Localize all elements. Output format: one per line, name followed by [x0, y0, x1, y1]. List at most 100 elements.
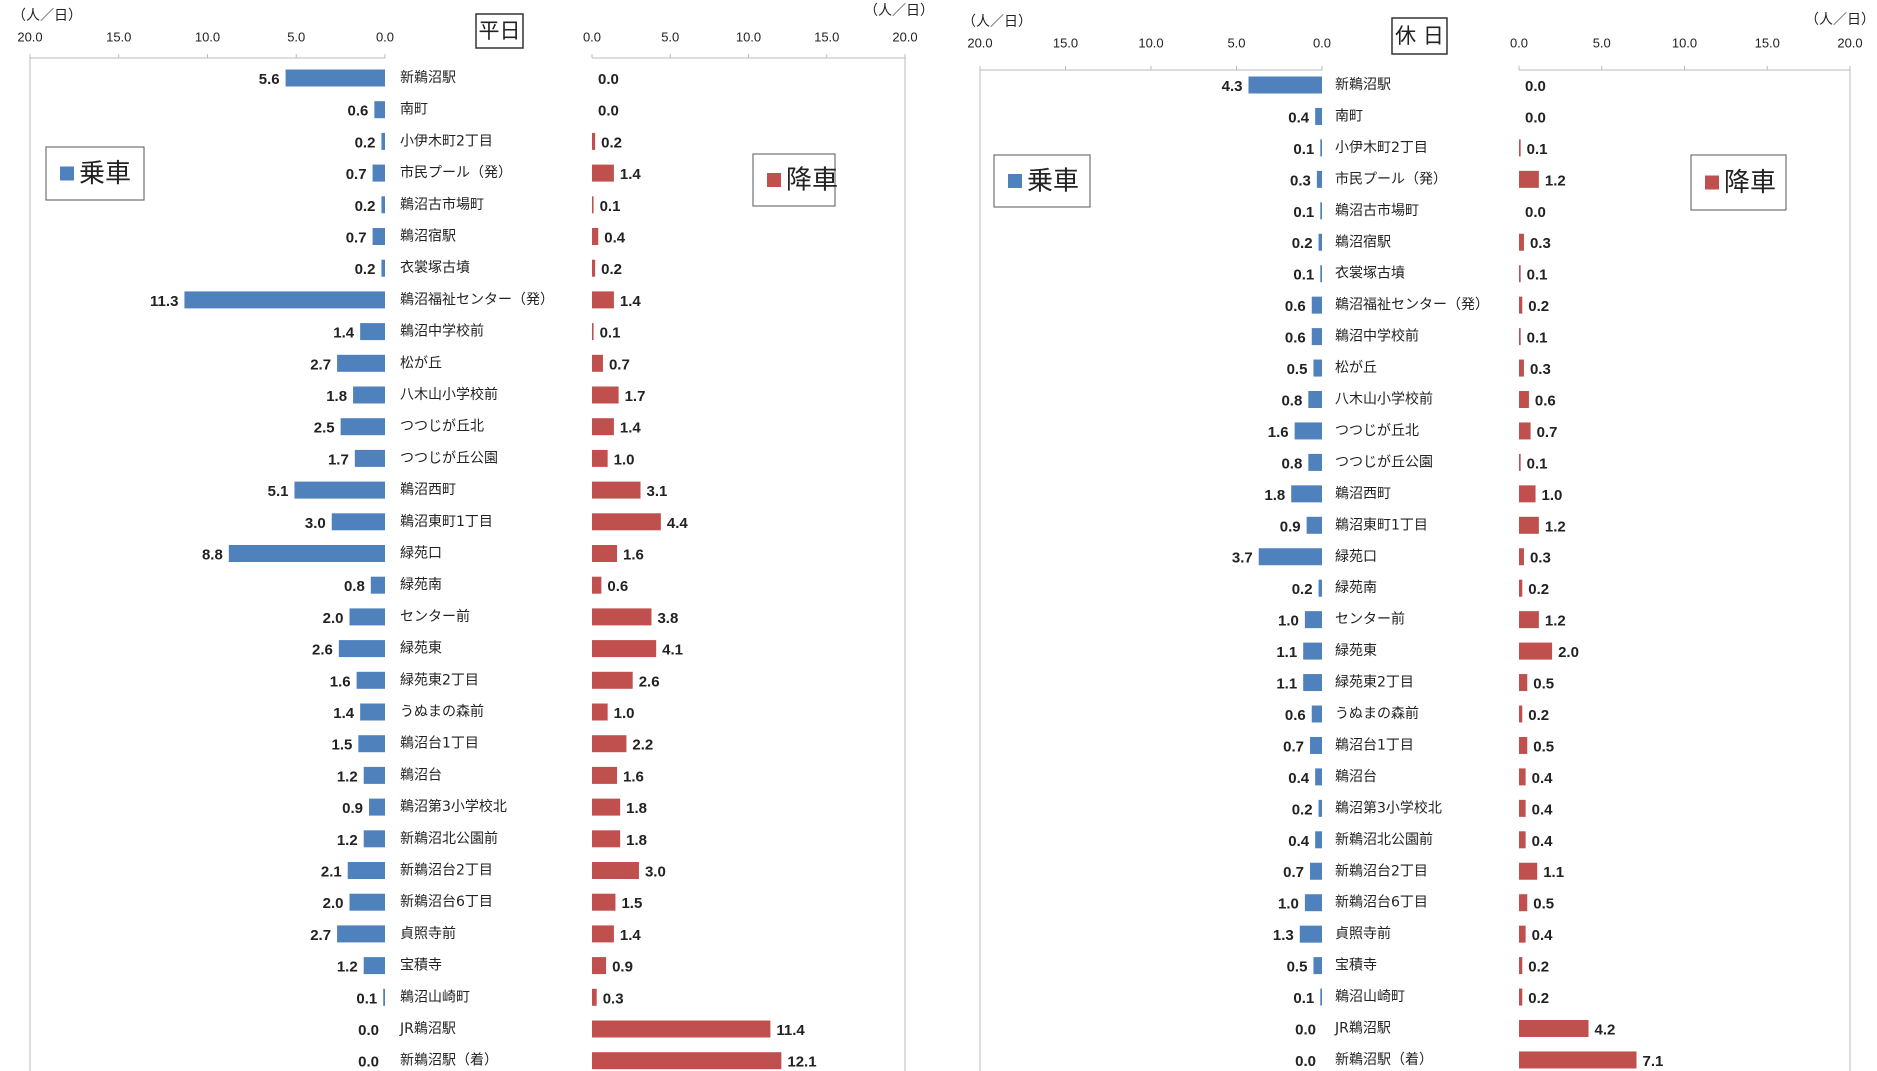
bar [1519, 705, 1523, 723]
value-label: 0.0 [1525, 109, 1546, 126]
value-label: 0.9 [612, 959, 633, 976]
bar [1303, 674, 1322, 692]
value-label: 0.0 [358, 1022, 379, 1039]
bar [1519, 548, 1524, 566]
bar [1318, 799, 1322, 817]
bar [1308, 391, 1322, 408]
value-label: 0.5 [1287, 959, 1308, 976]
bar [592, 449, 608, 467]
category-label: 新鵜沼北公園前 [400, 830, 498, 847]
value-label: 1.6 [330, 673, 351, 690]
value-label: 0.6 [1285, 330, 1306, 347]
value-label: 0.6 [1285, 707, 1306, 724]
bar [1519, 296, 1523, 314]
bar [592, 576, 602, 594]
bar [592, 323, 594, 341]
legend-box [752, 153, 836, 207]
value-label: 2.7 [310, 356, 331, 373]
bar [1258, 548, 1322, 566]
category-label: JR鵜沼駅 [1334, 1021, 1391, 1037]
bar [1311, 705, 1322, 723]
value-label: 0.6 [1535, 392, 1556, 409]
bar [592, 830, 621, 848]
bar [1519, 359, 1524, 377]
value-label: 3.1 [647, 483, 668, 500]
bar [1519, 328, 1521, 346]
x-tick-label: 10.0 [195, 29, 220, 44]
value-label: 1.2 [1545, 518, 1566, 535]
bar [363, 766, 385, 784]
value-label: 0.2 [1292, 801, 1313, 818]
value-label: 0.4 [1532, 801, 1554, 818]
value-label: 0.7 [1537, 424, 1558, 441]
value-label: 0.1 [1527, 330, 1548, 347]
value-label: 0.5 [1533, 896, 1554, 913]
category-label: つつじが丘公園 [1335, 454, 1433, 470]
category-label: 鵜沼東町1丁目 [1335, 517, 1428, 533]
value-label: 5.6 [259, 71, 280, 88]
bar [592, 132, 596, 150]
x-tick-label: 5.0 [661, 29, 679, 44]
bar [381, 259, 385, 277]
value-label: 0.2 [1528, 990, 1549, 1007]
value-label: 1.0 [614, 451, 635, 468]
value-label: 0.0 [1295, 1053, 1316, 1070]
value-label: 0.1 [1293, 990, 1314, 1007]
value-label: 2.1 [321, 863, 342, 880]
value-label: 1.8 [1264, 487, 1285, 504]
bar [1318, 579, 1322, 597]
bar [1313, 957, 1322, 975]
value-label: 8.8 [202, 546, 223, 563]
category-label: 鵜沼台1丁目 [1335, 737, 1414, 753]
bar [592, 386, 619, 404]
category-label: 鵜沼福祉センター（発） [400, 292, 554, 308]
x-tick-label: 5.0 [1593, 35, 1611, 50]
bar [592, 1020, 771, 1038]
category-label: つつじが丘北 [1335, 423, 1419, 439]
bar [354, 449, 385, 467]
bar [1313, 359, 1322, 377]
category-label: 小伊木町2丁目 [1335, 140, 1428, 156]
value-label: 11.4 [776, 1022, 805, 1039]
category-label: 鵜沼東町1丁目 [400, 514, 493, 530]
bar [381, 132, 385, 150]
value-label: 3.7 [1232, 550, 1253, 567]
bar [360, 323, 385, 341]
category-label: 松が丘 [1335, 360, 1377, 376]
bar [1318, 233, 1322, 251]
value-label: 0.5 [1533, 738, 1554, 755]
x-tick-label: 5.0 [1227, 35, 1245, 50]
bar [358, 735, 385, 753]
x-tick-label: 20.0 [1837, 35, 1862, 50]
bar [340, 418, 385, 436]
value-label: 1.6 [623, 546, 644, 563]
value-label: 0.0 [1295, 1021, 1316, 1038]
bar [1519, 170, 1539, 188]
value-label: 1.1 [1276, 644, 1297, 661]
category-label: 南町 [1335, 108, 1363, 124]
category-label: 鵜沼台 [1335, 769, 1377, 785]
category-label: 鵜沼中学校前 [1335, 328, 1419, 345]
bar [1299, 925, 1322, 943]
value-label: 0.2 [1528, 298, 1549, 315]
bar [381, 196, 385, 214]
value-label: 0.7 [346, 229, 367, 246]
category-label: 新鵜沼駅 [1335, 77, 1391, 93]
value-label: 0.7 [609, 356, 630, 373]
value-label: 0.4 [1288, 770, 1310, 787]
value-label: 0.1 [1527, 267, 1548, 284]
value-label: 1.8 [326, 388, 347, 405]
value-label: 0.5 [1287, 361, 1308, 378]
value-label: 1.4 [620, 420, 642, 437]
value-label: 1.0 [1278, 896, 1299, 913]
bar [1304, 611, 1322, 629]
category-label: 鵜沼西町 [1335, 486, 1391, 502]
bar [592, 671, 633, 689]
bar [1519, 894, 1528, 912]
bar [294, 481, 385, 499]
value-label: 1.7 [328, 451, 349, 468]
category-label: 鵜沼台 [400, 767, 442, 783]
x-tick-label: 20.0 [17, 29, 42, 44]
bar [337, 354, 385, 372]
x-tick-label: 15.0 [1053, 35, 1078, 50]
